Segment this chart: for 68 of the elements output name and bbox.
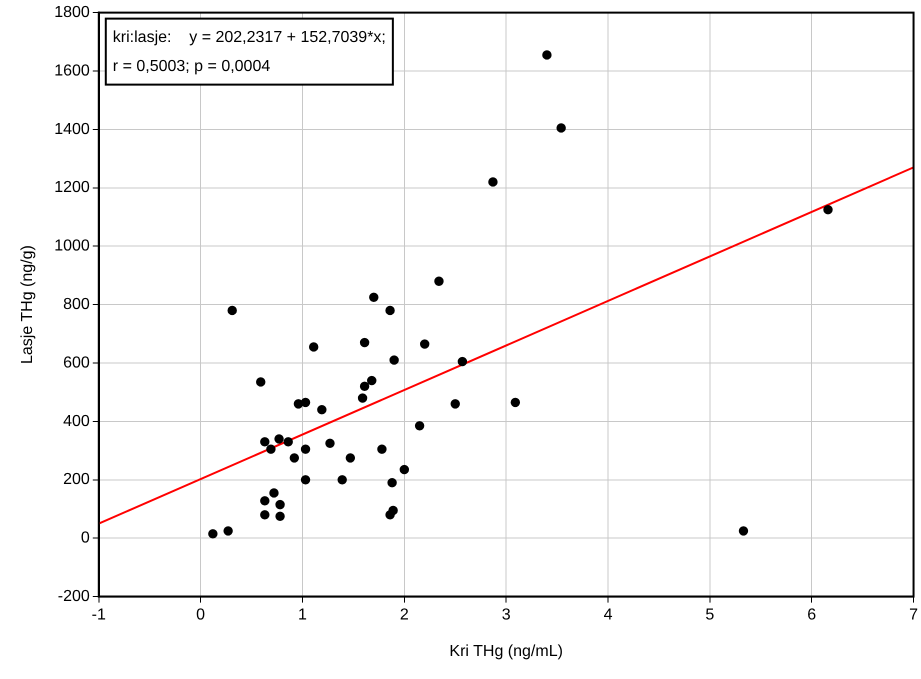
- point: [488, 177, 498, 187]
- x-tick-label: 5: [705, 606, 714, 624]
- annotation: r = 0,5003; p = 0,0004: [112, 58, 270, 76]
- point: [738, 526, 748, 536]
- point: [290, 453, 300, 463]
- point: [414, 421, 424, 430]
- y-axis-title: Lasje THg (ng/g): [19, 245, 36, 364]
- point: [377, 444, 387, 454]
- point: [458, 356, 468, 366]
- x-tick-label: -1: [92, 606, 106, 624]
- point: [317, 405, 327, 414]
- y-tick-label: 800: [63, 296, 90, 314]
- point: [274, 434, 284, 444]
- point: [266, 444, 276, 454]
- point: [542, 50, 552, 60]
- point: [275, 500, 285, 510]
- point: [389, 355, 399, 365]
- point: [360, 382, 370, 392]
- y-tick-label: 1800: [54, 4, 90, 22]
- point: [388, 506, 398, 516]
- y-tick-label: 0: [80, 530, 90, 547]
- point: [450, 399, 460, 409]
- point: [556, 123, 566, 133]
- y-tick-label: 1200: [54, 179, 90, 196]
- point: [300, 475, 310, 484]
- point: [300, 444, 310, 454]
- point: [338, 475, 347, 484]
- point: [308, 342, 318, 352]
- point: [434, 276, 444, 286]
- point: [275, 512, 285, 521]
- x-tick-label: 7: [909, 606, 918, 624]
- y-tick-label: 400: [63, 412, 90, 430]
- x-tick-label: 1: [298, 606, 308, 624]
- point: [367, 376, 376, 386]
- x-tick-label: 3: [502, 606, 511, 624]
- y-tick-label: 200: [63, 471, 90, 488]
- x-tick-label: 0: [196, 606, 206, 624]
- point: [360, 338, 370, 348]
- point: [256, 377, 266, 387]
- point: [300, 398, 310, 408]
- point: [223, 526, 233, 536]
- y-tick-label: 1400: [54, 120, 90, 138]
- point: [400, 464, 410, 474]
- point: [510, 398, 520, 408]
- point: [420, 339, 430, 349]
- x-tick-label: 2: [400, 606, 409, 624]
- point: [260, 510, 270, 520]
- point: [269, 488, 279, 498]
- point: [260, 437, 270, 447]
- point: [387, 478, 397, 488]
- point: [358, 393, 368, 403]
- y-tick-label: 1600: [54, 62, 90, 80]
- annotation: kri:lasje: y = 202,2317 + 152,7039*x;: [112, 29, 386, 46]
- point: [385, 306, 395, 316]
- y-tick-label: 1000: [54, 238, 90, 255]
- point: [208, 529, 218, 539]
- x-tick-label: 4: [604, 606, 613, 624]
- y-tick-label: -200: [58, 588, 90, 606]
- x-axis-title: Kri THg (ng/mL): [449, 642, 563, 660]
- point: [823, 205, 833, 214]
- point: [346, 453, 356, 463]
- point: [369, 292, 378, 302]
- y-tick-label: 600: [63, 354, 90, 372]
- point: [260, 496, 270, 506]
- point: [228, 306, 237, 316]
- x-tick-label: 6: [807, 606, 816, 624]
- point: [325, 438, 335, 448]
- point: [284, 437, 293, 447]
